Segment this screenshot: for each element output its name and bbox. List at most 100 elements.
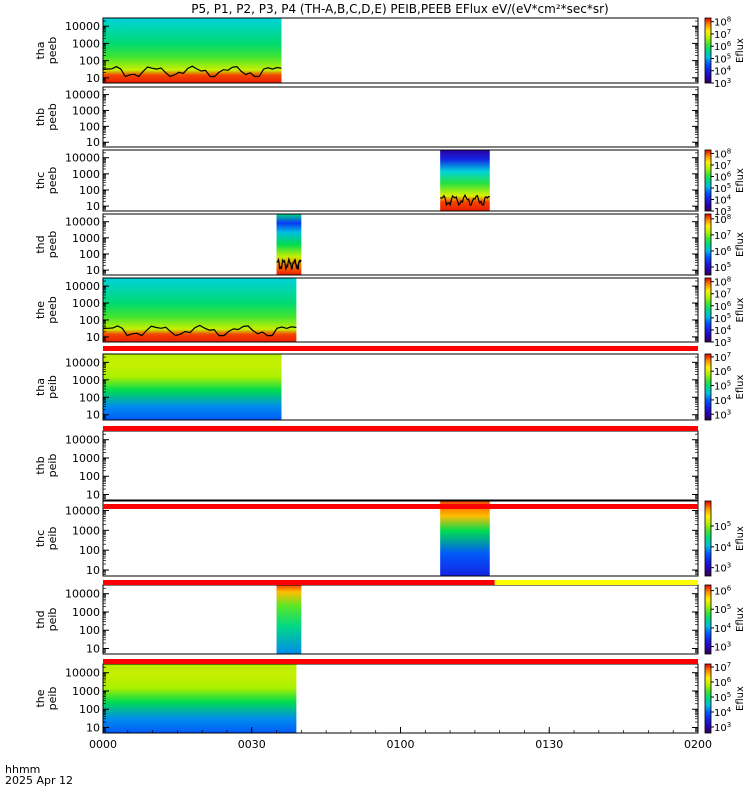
x-tick-label: 0130 (535, 738, 563, 751)
y-axis-label-thc-peib-0: thc (34, 530, 47, 547)
colorbar-tick-label: 103 (714, 721, 731, 734)
x-tick-label: 0000 (89, 738, 117, 751)
colorbar-tick-label: 105 (714, 603, 731, 616)
y-tick-label: 10000 (65, 280, 100, 293)
colorbar-tick-exponent: 4 (727, 706, 732, 714)
x-axis-label-date: 2025 Apr 12 (5, 774, 73, 787)
colorbar-tick-exponent: 3 (727, 77, 731, 85)
colorbar-label: Eflux (735, 168, 746, 193)
colorbar-label: Eflux (735, 607, 746, 632)
y-axis-label-tha-peib-1: peib (46, 375, 59, 399)
colorbar-tick-exponent: 5 (727, 52, 731, 60)
x-tick-label: 0100 (387, 738, 415, 751)
colorbar-tick-exponent: 5 (727, 182, 731, 190)
y-tick-label: 10 (86, 564, 100, 577)
colorbar-tick-exponent: 6 (727, 585, 732, 593)
colorbar-tick-label: 106 (714, 676, 732, 689)
y-tick-label: 10 (86, 200, 100, 213)
y-axis-label-thd-peeb-0: thd (34, 235, 47, 253)
spectrogram-data-thd-peib (276, 585, 302, 654)
spectrogram-data-thc-peib (440, 501, 490, 576)
colorbar-label: Eflux (735, 526, 746, 551)
colorbar-the-peib (704, 663, 712, 734)
panel-frame-thd-peib (102, 584, 699, 655)
y-axis-label-thb-peib-1: peib (46, 454, 59, 478)
y-axis-label-thc-peib-1: peib (46, 527, 59, 551)
colorbar-tha-peeb (704, 17, 712, 84)
y-tick-label: 10000 (65, 667, 100, 680)
spectrogram-data-the-peib (103, 664, 297, 733)
colorbar-tick-exponent: 6 (727, 245, 732, 253)
colorbar-tick-label: 105 (714, 691, 731, 704)
y-axis-label-thb-peeb-1: peeb (46, 103, 59, 131)
colorbar-label: Eflux (735, 374, 746, 399)
colorbar-tick-label: 105 (714, 380, 731, 393)
colorbar-tick-label: 107 (714, 229, 731, 242)
panel-thb-peeb: 10 100 1000 10000 thb peeb (34, 86, 699, 149)
y-tick-label: 1000 (72, 374, 100, 387)
y-tick-label: 10000 (65, 20, 100, 33)
y-tick-label: 10000 (65, 356, 100, 369)
y-axis-label-the-peib-1: peib (46, 687, 59, 711)
flag-bar-red-2 (103, 504, 698, 509)
colorbar-tick-exponent: 6 (727, 40, 732, 48)
colorbar-tick-exponent: 6 (727, 676, 732, 684)
colorbar-tick-exponent: 4 (727, 541, 732, 549)
panel-frame-thc-peeb (102, 149, 699, 212)
x-axis: hhmm 2025 Apr 12 0000 0030 0100 0130 0200 (5, 727, 712, 787)
colorbar-tick-exponent: 3 (727, 641, 731, 649)
x-tick-label: 0030 (238, 738, 266, 751)
colorbar-label: Eflux (735, 38, 746, 63)
y-tick-label: 100 (79, 248, 100, 261)
y-tick-label: 100 (79, 391, 100, 404)
colorbar-tick-label: 107 (714, 661, 731, 674)
colorbar-tick-exponent: 3 (727, 336, 731, 344)
y-tick-label: 10 (86, 489, 100, 502)
colorbar-tick-exponent: 4 (727, 394, 732, 402)
y-tick-label: 1000 (72, 37, 100, 50)
colorbar-tick-exponent: 4 (727, 324, 732, 332)
y-tick-label: 1000 (72, 606, 100, 619)
colorbar-tick-exponent: 3 (727, 205, 731, 213)
y-tick-label: 10 (86, 136, 100, 149)
panel-frame-thd-peeb (102, 213, 699, 276)
spacecraft-potential-trace-tha (102, 65, 282, 78)
y-tick-label: 1000 (72, 232, 100, 245)
colorbar-tick-exponent: 6 (727, 365, 732, 373)
colorbar-tick-exponent: 7 (727, 288, 731, 296)
colorbar-tick-label: 106 (714, 585, 732, 598)
y-axis-label-thb-peib-0: thb (34, 456, 47, 474)
y-tick-label: 100 (79, 314, 100, 327)
colorbar-tick-exponent: 8 (727, 16, 731, 24)
spacecraft-potential-trace-the (102, 324, 297, 337)
panel-thd-peeb: 10 100 1000 10000 thd peeb 105 106 107 108 Eflux (34, 213, 746, 277)
colorbar-tick-exponent: 5 (727, 691, 731, 699)
y-tick-label: 100 (79, 120, 100, 133)
colorbar-tick-label: 107 (714, 28, 731, 41)
y-tick-label: 10 (86, 331, 100, 344)
y-tick-label: 10000 (65, 216, 100, 229)
colorbar-tick-exponent: 4 (727, 65, 732, 73)
y-axis-label-tha-peeb-0: tha (34, 41, 47, 59)
y-tick-label: 100 (79, 703, 100, 716)
y-axis-label-thc-peeb-1: peeb (46, 167, 59, 195)
spacecraft-potential-trace-thc (440, 193, 491, 207)
colorbar-tick-label: 108 (714, 213, 731, 226)
y-tick-label: 100 (79, 184, 100, 197)
flag-bar-red-5 (103, 659, 698, 664)
colorbar-tick-label: 103 (714, 336, 731, 349)
colorbar-tick-label: 106 (714, 365, 732, 378)
flag-bar-red-1 (103, 426, 698, 431)
y-axis-label-the-peeb-1: peeb (46, 296, 59, 324)
spacecraft-potential-trace-thd (276, 256, 302, 271)
colorbar-tick-label: 103 (714, 77, 731, 90)
colorbar-tick-exponent: 6 (727, 170, 732, 178)
colorbar-label: Eflux (735, 232, 746, 257)
colorbar-tick-label: 105 (714, 312, 731, 325)
y-tick-label: 100 (79, 624, 100, 637)
panel-frame-thb-peib (102, 430, 699, 501)
colorbar-tick-exponent: 5 (727, 520, 731, 528)
